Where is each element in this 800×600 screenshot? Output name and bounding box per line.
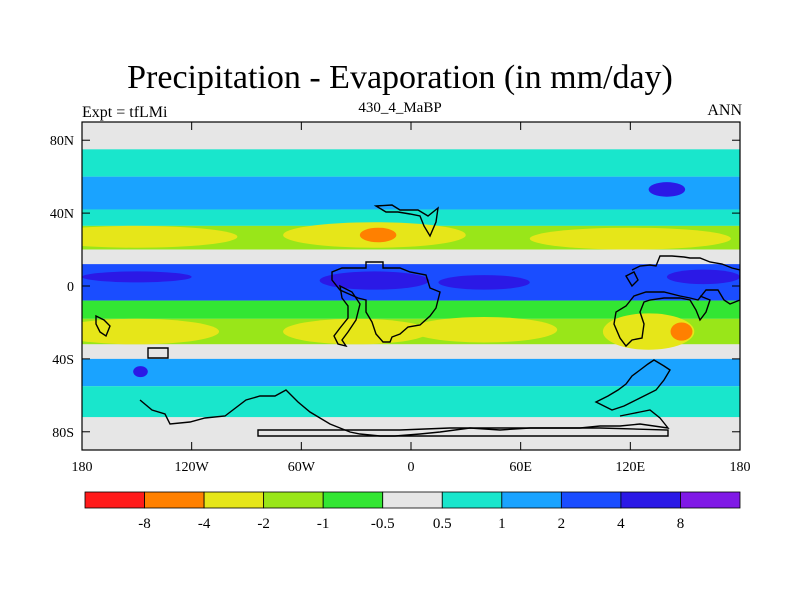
colorbar-label: -4 <box>198 516 211 532</box>
colorbar-label: 8 <box>677 516 685 532</box>
right-subtitle: ANN <box>707 102 742 119</box>
zonal-band-11 <box>82 386 740 418</box>
colorbar-label: -1 <box>317 516 330 532</box>
x-tick-label: 180 <box>72 460 93 475</box>
colorbar: -8 -4 -2 -1 -0.5 0.5 1 2 4 8 <box>84 491 741 532</box>
colorbar-label: -0.5 <box>371 516 395 532</box>
colorbar-swatch <box>620 491 681 509</box>
colorbar-label: -2 <box>257 516 270 532</box>
colorbar-label: -8 <box>138 516 151 532</box>
plot-title: Precipitation - Evaporation (in mm/day) <box>127 59 673 96</box>
x-tick-label: 120E <box>616 460 646 475</box>
colorbar-swatch <box>441 491 503 509</box>
tick-marks <box>81 122 741 450</box>
field-feature-5 <box>283 318 430 345</box>
field-feature-4 <box>82 318 220 345</box>
coastline-north-america <box>373 204 439 238</box>
field-feature-0 <box>82 225 238 248</box>
x-tick-label: 120W <box>175 460 210 475</box>
colorbar-swatch <box>144 491 205 509</box>
coastline-south-america <box>333 284 361 348</box>
zonal-band-9 <box>82 344 740 359</box>
coastline-australia <box>594 359 671 411</box>
field-feature-7 <box>602 313 695 350</box>
field-feature-2 <box>529 227 731 250</box>
coastline-island-southwest <box>95 314 111 338</box>
colorbar-swatch <box>203 491 265 509</box>
field-feature-13 <box>133 366 148 378</box>
left-subtitle: Expt = tfLMi <box>82 104 168 121</box>
field-feature-8 <box>670 322 693 341</box>
field-feature-9 <box>82 271 192 283</box>
x-tick-label: 60E <box>509 460 532 475</box>
field-feature-6 <box>411 316 558 343</box>
colorbar-label: 4 <box>617 516 625 532</box>
coastline-island-south <box>147 347 169 359</box>
field-feature-3 <box>359 227 397 243</box>
zonal-band-2 <box>82 176 740 210</box>
x-tick-label: 0 <box>408 460 415 475</box>
field-feature-10 <box>319 271 430 290</box>
colorbar-swatch <box>322 491 384 509</box>
x-tick-label: 180 <box>730 460 751 475</box>
coastline-antarctica-ice <box>257 427 669 437</box>
colorbar-swatch <box>680 491 741 509</box>
colorbar-swatch <box>560 491 622 509</box>
field-feature-14 <box>648 182 686 197</box>
zonal-band-3 <box>82 209 740 226</box>
y-tick-label: 40S <box>52 353 74 368</box>
colorbar-label: 1 <box>498 516 506 532</box>
y-tick-label: 80N <box>50 134 74 149</box>
center-subtitle: 430_4_MaBP <box>358 100 442 116</box>
zonal-band-1 <box>82 149 740 177</box>
coastline-island-east <box>625 271 639 288</box>
coastline-asia <box>613 255 740 348</box>
zonal-band-10 <box>82 358 740 387</box>
colorbar-label: 2 <box>558 516 566 532</box>
field-feature-12 <box>666 269 740 285</box>
colorbar-swatch <box>263 491 324 509</box>
colorbar-label: 0.5 <box>433 516 452 532</box>
coastline-antarctica-coast <box>139 389 670 437</box>
colorbar-swatch <box>382 491 443 509</box>
tick-labels: 180 120W 60W 0 60E 120E 180 80N 40N 0 40S 80S <box>50 134 751 475</box>
field-feature-11 <box>438 275 530 290</box>
y-tick-label: 40N <box>50 207 74 222</box>
zonal-band-5 <box>82 249 740 265</box>
y-tick-label: 0 <box>67 280 74 295</box>
y-tick-label: 80S <box>52 426 74 441</box>
colorbar-swatch <box>501 491 562 509</box>
coastline-layer <box>95 204 740 437</box>
coastline-africa <box>331 261 441 343</box>
zonal-band-7 <box>82 300 740 319</box>
colorbar-swatch <box>84 491 145 509</box>
x-tick-label: 60W <box>288 460 316 475</box>
